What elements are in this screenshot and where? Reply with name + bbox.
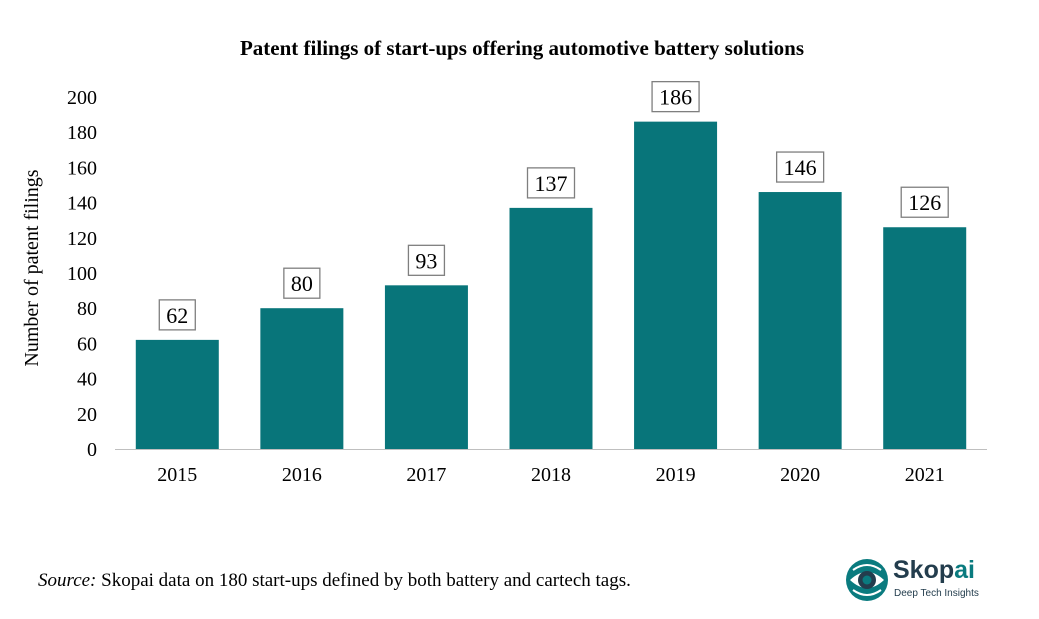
source-text: Skopai data on 180 start-ups defined by … [96, 570, 631, 591]
data-label-box [407, 244, 446, 276]
data-label-box [651, 80, 700, 113]
data-label-box [775, 151, 825, 183]
y-tick-label: 180 [67, 122, 97, 144]
data-label: 93 [415, 248, 437, 273]
x-axis-ticks: 2015 2016 2017 2018 2019 2020 2021 [157, 464, 944, 486]
data-label: 80 [291, 271, 313, 296]
source-note: Source: Skopai data on 180 start-ups def… [38, 570, 631, 592]
y-tick-label: 200 [67, 87, 97, 109]
x-tick-label: 2019 [656, 464, 696, 486]
data-label: 146 [784, 155, 817, 180]
bar-2015 [135, 339, 219, 449]
data-label: 126 [908, 190, 941, 215]
data-label: 186 [659, 85, 692, 110]
y-axis-title: Number of patent filings [21, 169, 43, 366]
x-tick-label: 2017 [406, 464, 446, 486]
logo-tagline: Deep Tech Insights [894, 588, 979, 599]
y-axis-ticks: 0 20 40 60 80 100 120 140 160 180 200 [67, 87, 97, 461]
x-tick-label: 2015 [157, 464, 197, 486]
bars [135, 121, 967, 450]
data-label-box [158, 299, 196, 331]
bar-2021 [883, 227, 967, 449]
data-labels: 62 80 93 137 186 146 126 [158, 80, 949, 331]
chart-title: Patent filings of start-ups offering aut… [240, 36, 804, 60]
bar-2020 [758, 192, 842, 450]
x-tick-label: 2021 [905, 464, 945, 486]
y-tick-label: 160 [67, 157, 97, 179]
y-tick-label: 60 [77, 333, 97, 355]
y-tick-label: 100 [67, 263, 97, 285]
y-tick-label: 0 [87, 439, 97, 461]
bar-2017 [384, 285, 468, 449]
y-tick-label: 20 [77, 404, 97, 426]
data-label-box [526, 167, 576, 199]
x-tick-label: 2020 [780, 464, 820, 486]
bar-2018 [509, 207, 593, 449]
skopai-logo: Skopai Deep Tech Insights [845, 556, 995, 606]
y-tick-label: 140 [67, 193, 97, 215]
data-label: 137 [535, 171, 568, 196]
bar-2019 [634, 121, 718, 449]
source-prefix: Source: [38, 570, 97, 591]
bar-2016 [260, 308, 344, 449]
x-tick-label: 2016 [282, 464, 322, 486]
data-label: 62 [166, 303, 188, 328]
logo-name-main: Skop [893, 556, 955, 584]
y-tick-label: 120 [67, 228, 97, 250]
y-tick-label: 40 [77, 369, 97, 391]
skopai-eye-icon [846, 559, 888, 601]
data-label-box [900, 186, 949, 218]
logo-name-accent: ai [954, 556, 975, 584]
data-label-box [283, 267, 321, 299]
logo-name: Skopai [893, 556, 975, 585]
y-tick-label: 80 [77, 298, 97, 320]
x-tick-label: 2018 [531, 464, 571, 486]
